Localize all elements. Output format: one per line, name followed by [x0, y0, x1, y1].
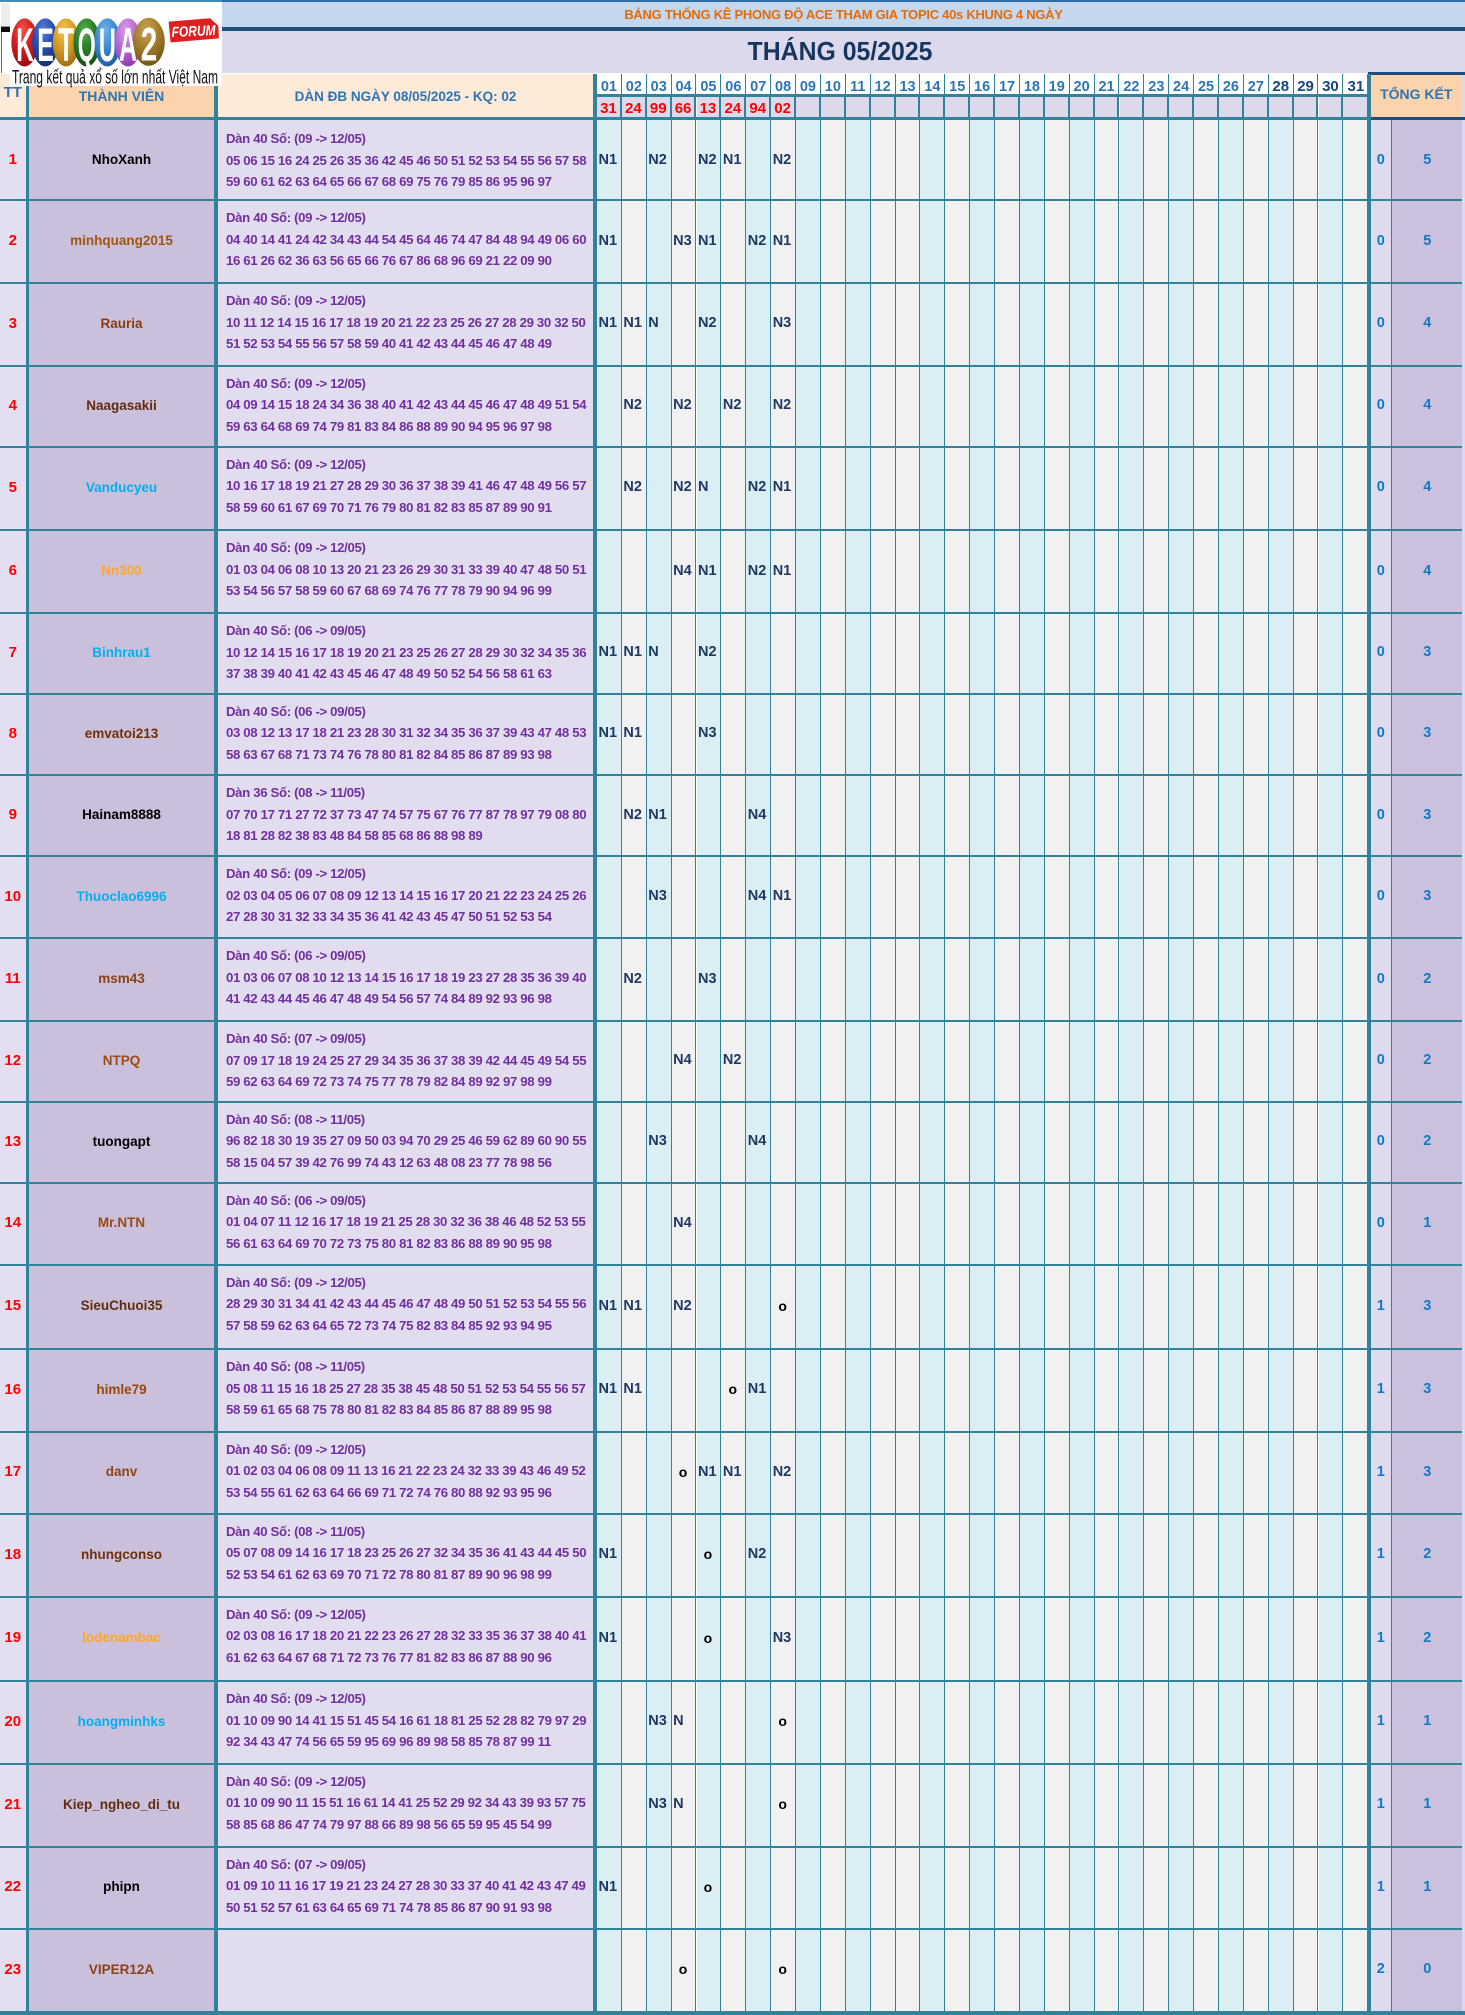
svg-text:Trang kết quả xổ số lớn nhất V: Trang kết quả xổ số lớn nhất Việt Nam — [12, 67, 218, 89]
svg-text:K: K — [16, 18, 34, 71]
svg-text:2: 2 — [141, 18, 158, 71]
svg-text:T: T — [58, 18, 74, 71]
svg-text:E: E — [37, 18, 54, 71]
svg-text:Q: Q — [78, 18, 96, 71]
svg-text:A: A — [119, 18, 137, 71]
svg-text:FORUM: FORUM — [171, 23, 216, 41]
svg-text:U: U — [99, 18, 116, 71]
